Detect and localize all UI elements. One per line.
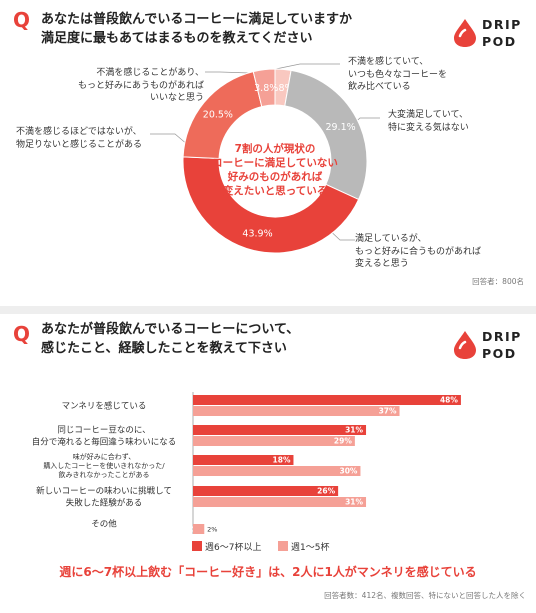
center-line-2: コーヒーに満足していない xyxy=(212,157,338,169)
callout-unsatisfying-line: 不満を感じるほどではないが、 xyxy=(16,127,142,137)
bar-value-label: 18% xyxy=(273,456,291,465)
title-line-1: あなたが普段飲んでいるコーヒーについて、 xyxy=(41,322,300,337)
drip-pod-logo: DRIP POD xyxy=(452,16,527,52)
bar xyxy=(193,436,355,446)
bar-value-label: 31% xyxy=(345,498,363,507)
donut-slice-label: 43.9% xyxy=(242,228,272,239)
category-label: 同じコーヒー豆なのに、 xyxy=(57,425,150,435)
respondents-note: 回答者：800名 xyxy=(472,277,524,286)
experience-panel: Q あなたが普段飲んでいるコーヒーについて、 感じたこと、経験したことを教えて下… xyxy=(0,314,536,613)
donut-center-text: 7割の人が現状の コーヒーに満足していない 好みのものがあれば 変えたいと思って… xyxy=(205,142,345,198)
callout-unsatisfying: 不満を感じるほどではないが、 物足りないと感じることがある xyxy=(16,126,142,151)
category-label: 飲みきれなかったことがある xyxy=(59,470,150,479)
category-label: 購入したコーヒーを使いきれなかった/ xyxy=(43,461,165,470)
bar xyxy=(193,466,361,476)
legend-label: 週6〜7杯以上 xyxy=(205,543,262,553)
drop-icon xyxy=(454,19,476,47)
callout-dissatisfied: 不満を感じることがあり、 もっと好みにあうものがあれば いいなと思う xyxy=(78,67,204,105)
category-label: 新しいコーヒーの味わいに挑戦して xyxy=(36,485,172,496)
bar-value-label: 30% xyxy=(340,467,358,476)
title-line-2: 感じたこと、経験したことを教えて下さい xyxy=(41,341,287,356)
donut-slice xyxy=(182,156,360,254)
q-mark: Q xyxy=(13,322,31,346)
satisfaction-title: あなたは普段飲んでいるコーヒーに満足していますか 満足度に最もあてはまるものを教… xyxy=(41,10,421,48)
logo-line-2: POD xyxy=(482,34,517,49)
bar-value-label: 29% xyxy=(334,437,352,446)
donut-slice-label: 3.8% xyxy=(254,83,278,94)
donut-slice xyxy=(252,68,276,108)
callout-satisfied-but-line: 満足しているが、 xyxy=(355,234,427,244)
callout-dissatisfied-line: もっと好みにあうものがあれば xyxy=(78,80,205,91)
bar xyxy=(193,395,461,405)
panel-divider xyxy=(0,306,536,314)
callout-dissatisfied-line: 不満を感じることがあり、 xyxy=(96,68,205,78)
bar xyxy=(193,425,367,435)
category-label: マンネリを感じている xyxy=(62,400,147,411)
callout-variety-line: 不満を感じていて、 xyxy=(348,57,429,67)
legend-swatch xyxy=(192,541,202,551)
bar xyxy=(193,406,400,416)
drip-pod-logo: DRIP POD xyxy=(452,328,527,364)
category-label: その他 xyxy=(91,518,117,529)
logo-wordmark: DRIP POD xyxy=(482,16,522,50)
callout-very-satisfied-line: 大変満足していて、 xyxy=(388,110,469,120)
bar-value-label: 48% xyxy=(440,396,458,405)
bar xyxy=(193,455,294,465)
center-line-4: 変えたいと思っている xyxy=(222,185,328,197)
logo-line-1: DRIP xyxy=(482,17,522,32)
satisfaction-panel: Q あなたは普段飲んでいるコーヒーに満足していますか 満足度に最もあてはまるもの… xyxy=(0,0,536,306)
logo-line-1: DRIP xyxy=(482,329,522,344)
donut-slice xyxy=(284,69,368,201)
bar xyxy=(193,497,367,507)
title-line-1: あなたは普段飲んでいるコーヒーに満足していますか xyxy=(41,12,352,27)
bar-value-label: 26% xyxy=(317,487,335,496)
logo-wordmark: DRIP POD xyxy=(482,328,522,362)
donut-chart: 2.8% 29.1% 43.9% 20.5% 3.8% xyxy=(182,68,368,254)
callout-satisfied-but-line: もっと好みに合うものがあれば xyxy=(355,246,482,257)
callout-variety-line: いつも色々なコーヒーを xyxy=(348,69,448,80)
bar xyxy=(193,524,205,534)
legend-label: 週1〜5杯 xyxy=(291,543,330,553)
logo-line-2: POD xyxy=(482,346,517,361)
bar-value-label: 31% xyxy=(345,426,363,435)
legend-item-light: 週1〜5杯 xyxy=(278,540,329,553)
legend-item-heavy: 週6〜7杯以上 xyxy=(192,540,261,553)
callout-very-satisfied: 大変満足していて、 特に変える気はない xyxy=(388,109,469,134)
donut-slice-label: 20.5% xyxy=(203,109,233,120)
callout-very-satisfied-line: 特に変える気はない xyxy=(388,122,469,133)
center-line-1: 7割の人が現状の xyxy=(234,143,316,155)
donut-slice-label: 2.8% xyxy=(269,83,293,94)
respondents-note: 回答者数：412名、複数回答、特にないと回答した人を除く xyxy=(324,591,526,600)
callout-satisfied-but-line: 変えると思う xyxy=(355,259,409,269)
drop-icon xyxy=(454,331,476,359)
callout-variety: 不満を感じていて、 いつも色々なコーヒーを 飲み比べている xyxy=(348,56,447,94)
title-line-2: 満足度に最もあてはまるものを教えてください xyxy=(41,31,313,46)
donut-slice-label: 29.1% xyxy=(325,122,355,133)
bar-value-label: 37% xyxy=(379,407,397,416)
callout-unsatisfying-line: 物足りないと感じることがある xyxy=(16,139,143,150)
category-label: 自分で淹れると毎回違う味わいになる xyxy=(32,436,177,447)
bar-value-label: 2% xyxy=(207,526,217,534)
callout-satisfied-but: 満足しているが、 もっと好みに合うものがあれば 変えると思う xyxy=(355,233,481,271)
bar xyxy=(193,486,339,496)
center-line-3: 好みのものがあれば xyxy=(227,171,323,183)
headline: 週に6〜7杯以上飲む「コーヒー好き」は、2人に1人がマンネリを感じている xyxy=(59,565,477,579)
experience-title: あなたが普段飲んでいるコーヒーについて、 感じたこと、経験したことを教えて下さい xyxy=(41,320,421,358)
callout-variety-line: 飲み比べている xyxy=(348,82,411,92)
category-label: 失敗した経験がある xyxy=(66,497,143,508)
legend-swatch xyxy=(278,541,288,551)
q-mark: Q xyxy=(13,8,31,32)
category-label: 味が好みに合わず、 xyxy=(73,452,136,461)
bar-chart: マンネリを感じている 48% 37% 同じコーヒー豆なのに、自分で淹れると毎回違う味わ… xyxy=(32,392,461,534)
callout-dissatisfied-line: いいなと思う xyxy=(150,93,205,103)
